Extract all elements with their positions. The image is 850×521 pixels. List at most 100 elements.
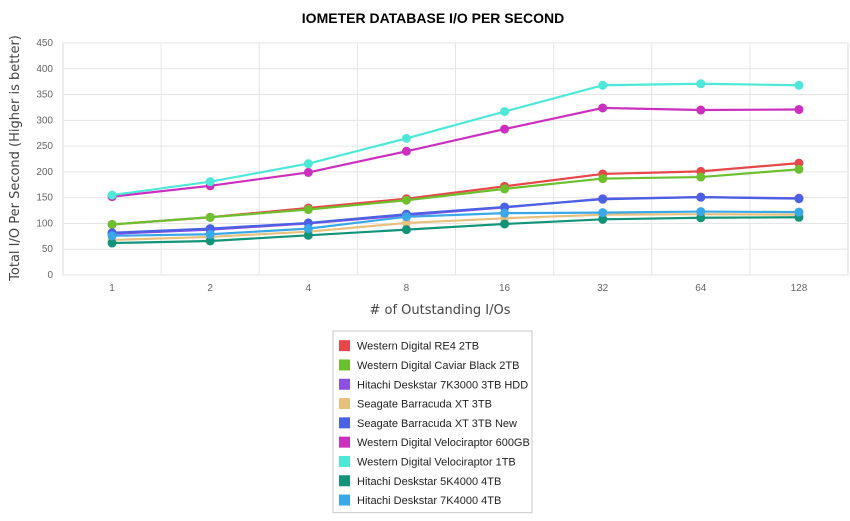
legend-item: Hitachi Deskstar 7K4000 4TB (339, 494, 501, 507)
legend-item: Seagate Barracuda XT 3TB (339, 398, 492, 411)
data-point (205, 212, 215, 222)
y-tick-label: 200 (36, 167, 53, 178)
legend-item: Western Digital RE4 2TB (339, 340, 479, 353)
data-point (500, 219, 510, 229)
data-point (107, 219, 117, 229)
legend-item: Western Digital Caviar Black 2TB (339, 359, 519, 372)
y-tick-label: 50 (42, 244, 54, 255)
legend-label: Western Digital Velociraptor 1TB (357, 456, 516, 468)
data-point (794, 194, 804, 204)
data-point (401, 133, 411, 143)
data-point (598, 80, 608, 90)
series-line (111, 82, 799, 197)
data-point (696, 207, 706, 217)
data-point (107, 231, 117, 241)
data-point (107, 190, 117, 200)
legend-swatch (339, 398, 350, 410)
data-point (500, 202, 510, 212)
y-axis-title: Total I/O Per Second (Higher is better) (8, 35, 23, 282)
legend-swatch (339, 340, 350, 352)
data-point (696, 105, 706, 115)
data-point (303, 224, 313, 234)
x-tick-label: 64 (695, 283, 707, 294)
data-point (500, 184, 510, 194)
data-point (303, 167, 313, 177)
data-point (598, 208, 608, 218)
legend-label: Seagate Barracuda XT 3TB New (357, 418, 517, 430)
legend-label: Hitachi Deskstar 7K3000 3TB HDD (357, 379, 528, 391)
legend-item: Seagate Barracuda XT 3TB New (339, 417, 517, 430)
legend-box (332, 330, 533, 514)
x-tick-label: 1 (109, 283, 115, 294)
y-tick-label: 150 (36, 193, 53, 204)
data-point (205, 236, 215, 246)
series-line (111, 168, 800, 226)
series-line (111, 106, 799, 198)
legend-label: Hitachi Deskstar 7K4000 4TB (357, 495, 501, 507)
data-point (696, 213, 706, 223)
series-2 (107, 164, 804, 229)
data-point (598, 194, 608, 204)
legend-item: Hitachi Deskstar 5K4000 4TB (339, 475, 501, 488)
data-point (794, 158, 804, 168)
x-axis-title: # of Outstanding I/Os (369, 303, 510, 318)
series-9 (107, 207, 804, 241)
x-tick-label: 8 (404, 283, 410, 294)
legend: Western Digital RE4 2TB Western Digital C… (332, 330, 533, 514)
legend-label: Western Digital RE4 2TB (357, 341, 479, 353)
legend-label: Western Digital Velociraptor 600GB (357, 437, 530, 449)
data-point (696, 192, 706, 202)
x-tick-label: 16 (499, 283, 511, 294)
data-point (401, 212, 411, 222)
y-tick-label: 250 (36, 141, 53, 152)
data-point (303, 205, 313, 215)
data-point (205, 229, 215, 239)
data-point (401, 195, 411, 205)
y-tick-label: 450 (36, 38, 53, 49)
data-point (500, 208, 510, 218)
legend-swatch (339, 475, 350, 487)
legend-swatch (339, 494, 350, 506)
data-point (401, 146, 411, 156)
data-point (696, 79, 706, 89)
data-point (794, 105, 804, 115)
legend-swatch (339, 436, 350, 448)
legend-label: Western Digital Caviar Black 2TB (357, 360, 519, 372)
legend-swatch (339, 417, 350, 429)
data-point (401, 218, 411, 228)
series-lines (107, 79, 804, 248)
series-7 (107, 79, 804, 200)
legend-label: Seagate Barracuda XT 3TB (357, 399, 492, 411)
legend-swatch (339, 378, 350, 390)
y-tick-label: 0 (47, 270, 53, 281)
series-line (112, 216, 799, 245)
data-point (598, 214, 608, 224)
data-point (500, 124, 510, 134)
y-tick-label: 300 (36, 115, 53, 126)
series-line (112, 210, 799, 237)
data-point (107, 238, 117, 248)
data-point (794, 80, 804, 90)
x-tick-label: 2 (207, 283, 213, 294)
series-line (112, 196, 799, 234)
legend-item: Western Digital Velociraptor 1TB (339, 455, 516, 468)
legend-label: Hitachi Deskstar 5K4000 4TB (357, 476, 501, 488)
y-tick-label: 400 (36, 64, 53, 75)
legend-swatch (339, 455, 350, 467)
y-tick-label: 100 (36, 218, 53, 229)
legend-swatch (339, 359, 350, 371)
x-tick-label: 32 (597, 283, 609, 294)
data-point (696, 172, 706, 182)
data-point (500, 107, 510, 117)
x-axis-ticks: 1 2 4 8 16 32 64 128 (109, 283, 807, 294)
legend-item: Western Digital Velociraptor 600GB (339, 436, 530, 449)
data-point (598, 174, 608, 184)
y-tick-label: 350 (36, 90, 53, 101)
y-axis-ticks: 0 50 100 150 200 250 300 350 400 450 (36, 38, 53, 281)
data-point (303, 159, 313, 169)
data-point (598, 103, 608, 113)
x-tick-label: 128 (791, 283, 808, 294)
x-tick-label: 4 (306, 283, 312, 294)
series-8 (107, 212, 804, 248)
